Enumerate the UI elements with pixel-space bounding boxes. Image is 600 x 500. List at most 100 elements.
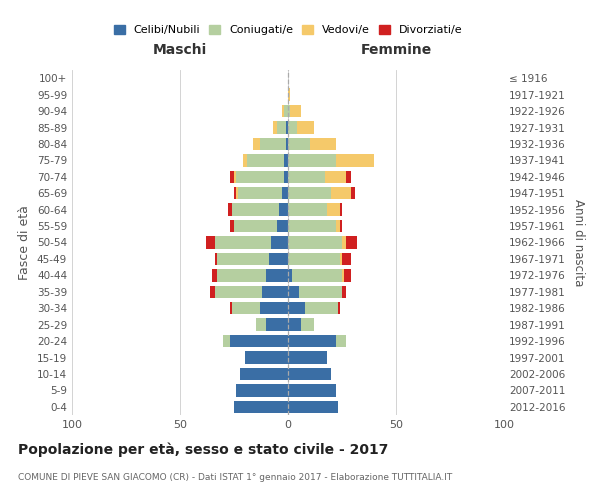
Bar [234,220,277,232]
Bar [277,122,286,134]
Bar [296,122,314,134]
Bar [236,170,284,183]
Bar [280,204,288,216]
Bar [310,138,335,150]
Bar [288,154,335,166]
Bar [338,302,340,314]
Bar [288,253,340,265]
Bar [284,105,288,117]
Text: Femmine: Femmine [361,43,431,57]
Bar [281,105,284,117]
Bar [340,253,342,265]
Bar [215,286,262,298]
Bar [288,170,325,183]
Bar [288,400,338,413]
Bar [232,302,260,314]
Bar [288,138,310,150]
Bar [288,236,342,248]
Bar [269,253,288,265]
Bar [206,236,215,248]
Bar [335,335,346,347]
Bar [260,302,288,314]
Bar [230,220,234,232]
Bar [242,154,247,166]
Bar [335,154,374,166]
Text: Maschi: Maschi [153,43,207,57]
Bar [271,236,288,248]
Bar [230,170,234,183]
Legend: Celibi/Nubili, Coniugati/e, Vedovi/e, Divorziati/e: Celibi/Nubili, Coniugati/e, Vedovi/e, Di… [109,20,467,40]
Bar [288,105,290,117]
Bar [215,236,271,248]
Bar [234,170,236,183]
Bar [286,122,288,134]
Bar [215,253,217,265]
Bar [217,253,269,265]
Bar [346,170,350,183]
Bar [227,204,232,216]
Bar [236,384,288,396]
Bar [284,170,288,183]
Bar [350,187,355,200]
Bar [284,154,288,166]
Bar [335,220,340,232]
Bar [210,286,215,298]
Bar [223,335,230,347]
Bar [340,220,342,232]
Bar [325,170,346,183]
Bar [305,302,338,314]
Bar [288,286,299,298]
Bar [288,88,290,101]
Bar [299,286,342,298]
Bar [256,318,266,331]
Bar [277,220,288,232]
Bar [253,138,260,150]
Bar [286,138,288,150]
Bar [266,318,288,331]
Y-axis label: Anni di nascita: Anni di nascita [572,199,585,286]
Bar [288,220,335,232]
Bar [288,318,301,331]
Bar [288,269,292,281]
Bar [331,187,350,200]
Bar [342,286,346,298]
Bar [262,286,288,298]
Bar [232,204,280,216]
Bar [292,269,342,281]
Bar [288,122,296,134]
Bar [288,384,335,396]
Bar [234,400,288,413]
Bar [288,335,335,347]
Bar [288,187,331,200]
Bar [234,187,236,200]
Bar [288,302,305,314]
Bar [290,105,301,117]
Bar [288,204,327,216]
Bar [273,122,277,134]
Text: Popolazione per età, sesso e stato civile - 2017: Popolazione per età, sesso e stato civil… [18,442,388,457]
Bar [230,335,288,347]
Bar [340,204,342,216]
Bar [346,236,357,248]
Bar [245,352,288,364]
Text: COMUNE DI PIEVE SAN GIACOMO (CR) - Dati ISTAT 1° gennaio 2017 - Elaborazione TUT: COMUNE DI PIEVE SAN GIACOMO (CR) - Dati … [18,472,452,482]
Bar [327,204,340,216]
Bar [301,318,314,331]
Bar [217,269,266,281]
Bar [238,187,281,200]
Bar [260,138,286,150]
Bar [288,368,331,380]
Y-axis label: Fasce di età: Fasce di età [19,205,31,280]
Bar [266,269,288,281]
Bar [247,154,284,166]
Bar [344,269,350,281]
Bar [230,302,232,314]
Bar [288,352,327,364]
Bar [281,187,288,200]
Bar [342,253,350,265]
Bar [212,269,217,281]
Bar [342,236,346,248]
Bar [236,187,238,200]
Bar [241,368,288,380]
Bar [342,269,344,281]
